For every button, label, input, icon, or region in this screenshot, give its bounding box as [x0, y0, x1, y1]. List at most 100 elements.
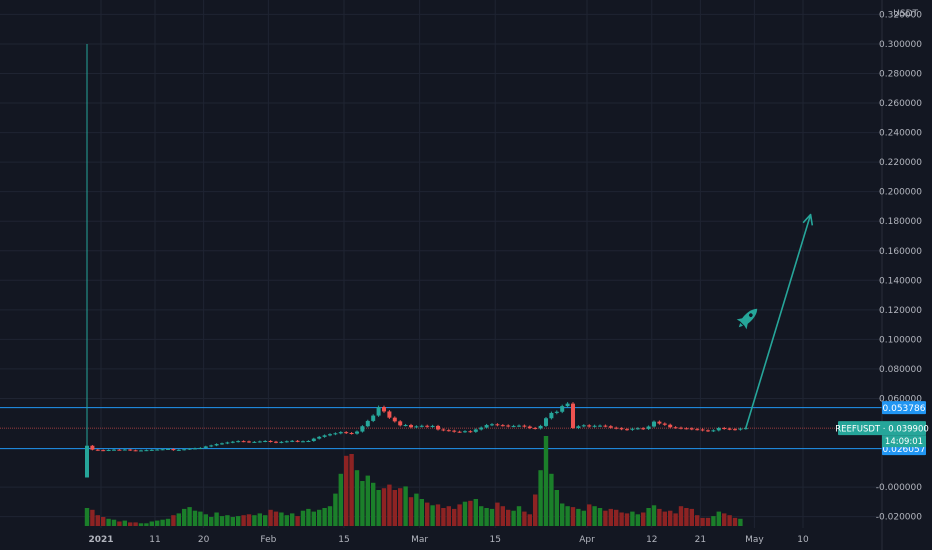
candle-body: [446, 430, 451, 432]
volume-bar: [732, 517, 738, 526]
candle-body: [344, 432, 349, 434]
volume-bar: [106, 518, 111, 526]
volume-bar: [117, 521, 122, 526]
upper-level-tag-text: 0.053786: [883, 404, 926, 414]
volume-bar: [230, 517, 235, 526]
projection-line: [745, 214, 812, 429]
volume-bar: [527, 514, 532, 526]
candle-body: [333, 433, 338, 435]
price-scale[interactable]: [882, 0, 932, 550]
volume-bar: [722, 513, 727, 526]
volume-bar: [95, 515, 100, 526]
volume-bar: [603, 510, 608, 526]
candle-body: [576, 426, 581, 428]
volume-bar: [587, 504, 592, 526]
volume-bar: [408, 497, 414, 526]
volume-bar: [398, 488, 403, 526]
volume-bar: [214, 512, 219, 526]
candle-body: [463, 431, 467, 433]
volume-bar: [435, 504, 441, 526]
volume-bar: [192, 510, 198, 526]
volume-bar: [543, 436, 549, 526]
candle-body: [635, 428, 640, 430]
candle-body: [506, 425, 511, 427]
volume-bar: [678, 506, 684, 526]
volume-bar: [376, 490, 381, 526]
y-tick-label: 0.240000: [879, 129, 922, 139]
volume-bar: [322, 508, 327, 526]
volume-bar: [630, 511, 635, 526]
volume-bar: [592, 506, 597, 526]
candle-body: [101, 450, 106, 452]
volume-bar: [484, 508, 489, 526]
countdown-tag-text: 14:09:01: [885, 437, 923, 447]
volume-bar: [295, 516, 300, 526]
volume-bar: [209, 517, 214, 526]
candle-body: [603, 425, 608, 427]
volume-bar: [182, 508, 187, 526]
candle-body: [166, 448, 170, 450]
volume-bar: [101, 517, 106, 526]
candle-body: [382, 407, 386, 412]
volume-bar: [614, 509, 619, 526]
candle-body: [160, 449, 165, 451]
candle-body: [538, 425, 543, 429]
volume-bar: [511, 510, 516, 526]
candle-body: [376, 407, 381, 416]
last-price-tag-bg: [838, 421, 926, 436]
candle-body: [657, 421, 662, 424]
y-tick-label: 0.220000: [879, 158, 922, 168]
candle-body: [290, 440, 295, 442]
volume-bar: [241, 515, 246, 526]
volume-bar: [252, 515, 257, 526]
rocket-body: [740, 308, 758, 326]
candle-body: [646, 426, 651, 429]
volume-bar: [138, 523, 144, 526]
x-tick-label: 2021: [88, 535, 113, 545]
y-tick-label: 0.280000: [879, 70, 922, 80]
candle-body: [549, 412, 554, 419]
candle-body: [619, 428, 624, 430]
volume-bar: [263, 515, 268, 526]
volume-bar: [414, 493, 419, 526]
candle-body: [430, 425, 435, 427]
y-tick-label: 0.300000: [879, 40, 922, 50]
candle-body: [279, 441, 284, 443]
candle-body: [328, 434, 332, 436]
volume-bar: [635, 514, 640, 526]
volume-bar: [165, 518, 171, 526]
volume-bar: [673, 513, 678, 526]
candle-body: [716, 427, 721, 431]
y-tick-label: 0.120000: [879, 306, 922, 316]
volume-bar: [381, 488, 387, 526]
candle-body: [484, 425, 489, 428]
candle-body: [122, 449, 127, 451]
candle-body: [85, 445, 89, 478]
candle-body: [90, 445, 95, 450]
volume-bar: [711, 516, 716, 526]
volume-bar: [371, 482, 376, 526]
volume-bar: [651, 505, 657, 526]
volume-bar: [144, 523, 149, 526]
candle-body: [662, 423, 667, 425]
volume-bar: [306, 508, 311, 526]
countdown-tag-bg: [882, 435, 926, 448]
volume-bar: [646, 508, 651, 526]
x-tick-label: Feb: [260, 535, 276, 545]
volume-bar: [354, 470, 360, 526]
candle-body: [625, 429, 629, 431]
candle-body: [592, 425, 597, 427]
volume-bar: [198, 511, 203, 526]
volume-bar: [446, 506, 451, 526]
volume-bar: [597, 508, 603, 526]
volume-bar: [122, 520, 127, 526]
candle-body: [700, 429, 705, 431]
candle-body: [614, 427, 619, 429]
volume-bar: [549, 473, 554, 526]
candle-body: [371, 415, 376, 421]
candle-body: [409, 425, 413, 428]
candle-body: [317, 436, 322, 439]
candle-body: [743, 428, 748, 430]
candle-body: [198, 447, 203, 449]
